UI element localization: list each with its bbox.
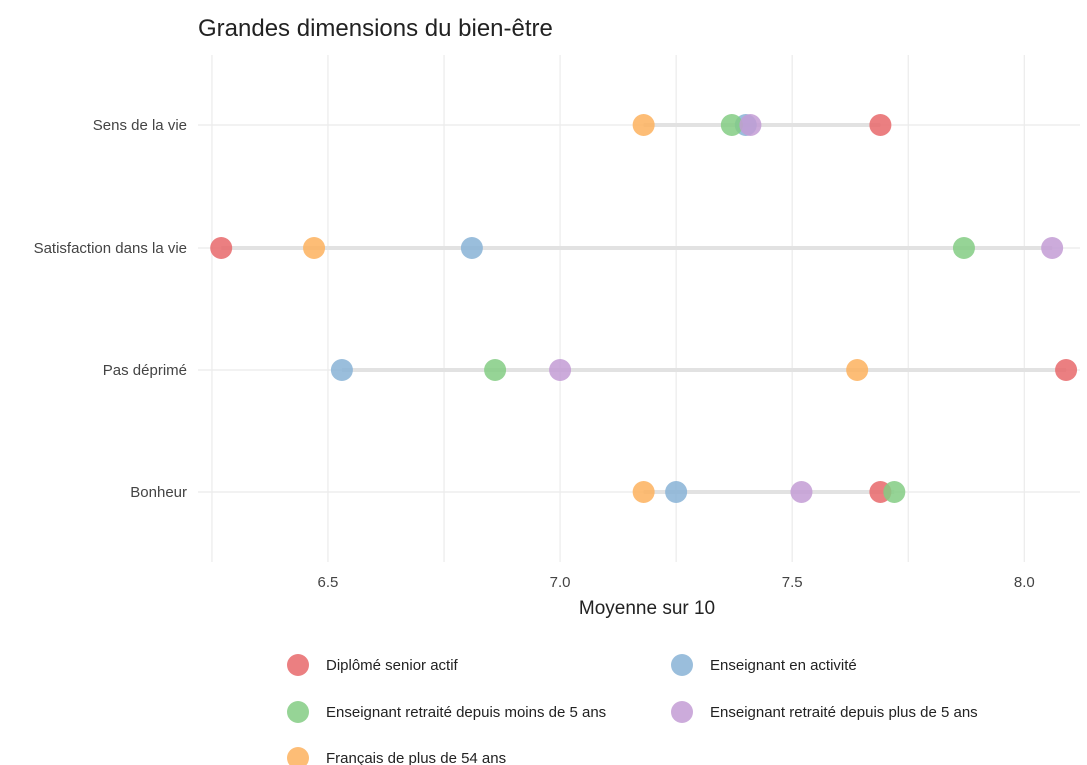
x-tick-label: 8.0: [1014, 574, 1035, 591]
legend-label: Enseignant retraité depuis moins de 5 an…: [326, 704, 606, 721]
y-tick-label: Satisfaction dans la vie: [34, 240, 187, 257]
data-point: [883, 481, 906, 503]
x-axis: 6.5 7.0 7.5 8.0: [318, 574, 1035, 591]
data-point: [210, 237, 233, 259]
legend: Diplômé senior actif Enseignant en activi…: [287, 654, 978, 765]
y-tick-label: Pas déprimé: [103, 362, 187, 379]
data-point: [720, 114, 743, 136]
data-point: [549, 359, 572, 381]
x-tick-label: 7.5: [782, 574, 803, 591]
legend-swatch: [287, 747, 309, 765]
data-point: [739, 114, 762, 136]
data-point: [460, 237, 483, 259]
x-tick-label: 7.0: [550, 574, 571, 591]
legend-swatch: [671, 701, 693, 723]
data-point: [303, 237, 326, 259]
data-point: [790, 481, 813, 503]
data-point: [952, 237, 975, 259]
range-lines: [221, 123, 1067, 494]
legend-swatch: [671, 654, 693, 676]
data-point: [869, 114, 892, 136]
data-point: [846, 359, 869, 381]
data-point: [665, 481, 688, 503]
legend-label: Enseignant retraité depuis plus de 5 ans: [710, 704, 978, 721]
data-point: [330, 359, 353, 381]
legend-label: Français de plus de 54 ans: [326, 750, 506, 765]
chart-title: Grandes dimensions du bien-être: [198, 15, 553, 42]
y-axis: Sens de la vie Satisfaction dans la vie Pa…: [34, 117, 187, 501]
y-tick-label: Bonheur: [130, 484, 187, 501]
y-tick-label: Sens de la vie: [93, 117, 187, 134]
data-point: [632, 481, 655, 503]
legend-label: Enseignant en activité: [710, 657, 857, 674]
legend-label: Diplômé senior actif: [326, 657, 459, 674]
legend-swatch: [287, 654, 309, 676]
data-point: [1055, 359, 1078, 381]
x-axis-label: Moyenne sur 10: [579, 598, 715, 619]
data-point: [484, 359, 507, 381]
x-tick-label: 6.5: [318, 574, 339, 591]
legend-swatch: [287, 701, 309, 723]
data-points: [210, 114, 1078, 503]
data-point: [632, 114, 655, 136]
data-point: [1041, 237, 1064, 259]
